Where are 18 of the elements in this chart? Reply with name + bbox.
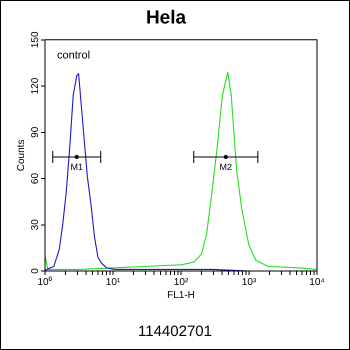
y-tick-label: 120 xyxy=(30,77,41,94)
x-tick-label: 10² xyxy=(174,276,189,288)
chart-title: Hela xyxy=(146,8,186,29)
text: 114402701 xyxy=(137,323,213,340)
y-tick-label: 0 xyxy=(30,268,41,274)
y-tick-label: 150 xyxy=(30,31,41,48)
x-tick-label: 10⁴ xyxy=(309,276,325,288)
y-tick-label: 90 xyxy=(30,126,41,138)
x-tick-label: 10⁰ xyxy=(37,276,53,288)
annotation: M2 xyxy=(220,162,232,172)
x-tick-label: 10³ xyxy=(242,276,257,288)
annotation: M1 xyxy=(70,162,84,172)
y-tick-label: 30 xyxy=(30,218,41,230)
x-tick-label: 10¹ xyxy=(106,276,121,288)
x-axis-title: FL1-H xyxy=(167,290,195,301)
annotation: control xyxy=(57,49,90,62)
y-tick-label: 60 xyxy=(30,172,41,184)
y-axis-title: Counts xyxy=(16,140,27,172)
